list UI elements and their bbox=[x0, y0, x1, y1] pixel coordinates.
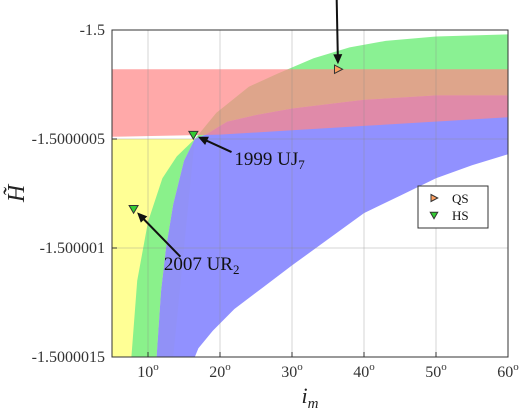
y-tick-label: -1.5 bbox=[80, 22, 105, 39]
x-tick-label: 20o bbox=[209, 361, 231, 381]
annotation-label: 2007 UR2 bbox=[164, 254, 240, 277]
annotation-arrowhead bbox=[137, 212, 148, 223]
point-hs bbox=[187, 130, 199, 141]
y-tick-label: -1.5000015 bbox=[32, 349, 105, 366]
region-4 bbox=[112, 69, 508, 137]
legend-box bbox=[417, 185, 489, 229]
x-axis-label: im bbox=[302, 383, 319, 411]
region-3 bbox=[156, 95, 508, 357]
legend-marker-qs bbox=[430, 193, 439, 203]
x-tick-label: 40o bbox=[353, 361, 375, 381]
point-hs bbox=[128, 204, 139, 215]
annotation-arrowhead bbox=[333, 54, 343, 65]
annotation-label: 1999 UJ7 bbox=[234, 149, 305, 172]
point-qs bbox=[333, 64, 344, 75]
annotation-arrow bbox=[140, 215, 182, 258]
legend-marker-hs bbox=[429, 211, 439, 220]
x-tick-label: 50o bbox=[425, 361, 447, 381]
annotation-arrowhead bbox=[197, 136, 209, 145]
x-tick-label: 30o bbox=[281, 361, 303, 381]
x-tick-label: 10o bbox=[137, 361, 159, 381]
axis-labels: im H̃ bbox=[3, 183, 318, 411]
regions bbox=[112, 34, 508, 357]
legend: QS HS bbox=[417, 185, 489, 229]
legend-label-qs: QS bbox=[452, 191, 469, 206]
ticks: 10o 20o 30o 40o 50o 60o -1.5 -1.5000005 -1.50000… bbox=[32, 22, 520, 381]
legend-label-hs: HS bbox=[452, 208, 469, 223]
plot-frame bbox=[111, 29, 509, 358]
y-tick-label: -1.500001 bbox=[40, 240, 105, 257]
x-tick-label: 60o bbox=[497, 361, 519, 381]
annotation-arrow bbox=[335, 0, 339, 59]
y-tick-label: -1.5000005 bbox=[32, 131, 105, 148]
y-axis-label: H̃ bbox=[3, 183, 30, 203]
points bbox=[128, 64, 344, 215]
annotation-arrow bbox=[202, 138, 232, 153]
